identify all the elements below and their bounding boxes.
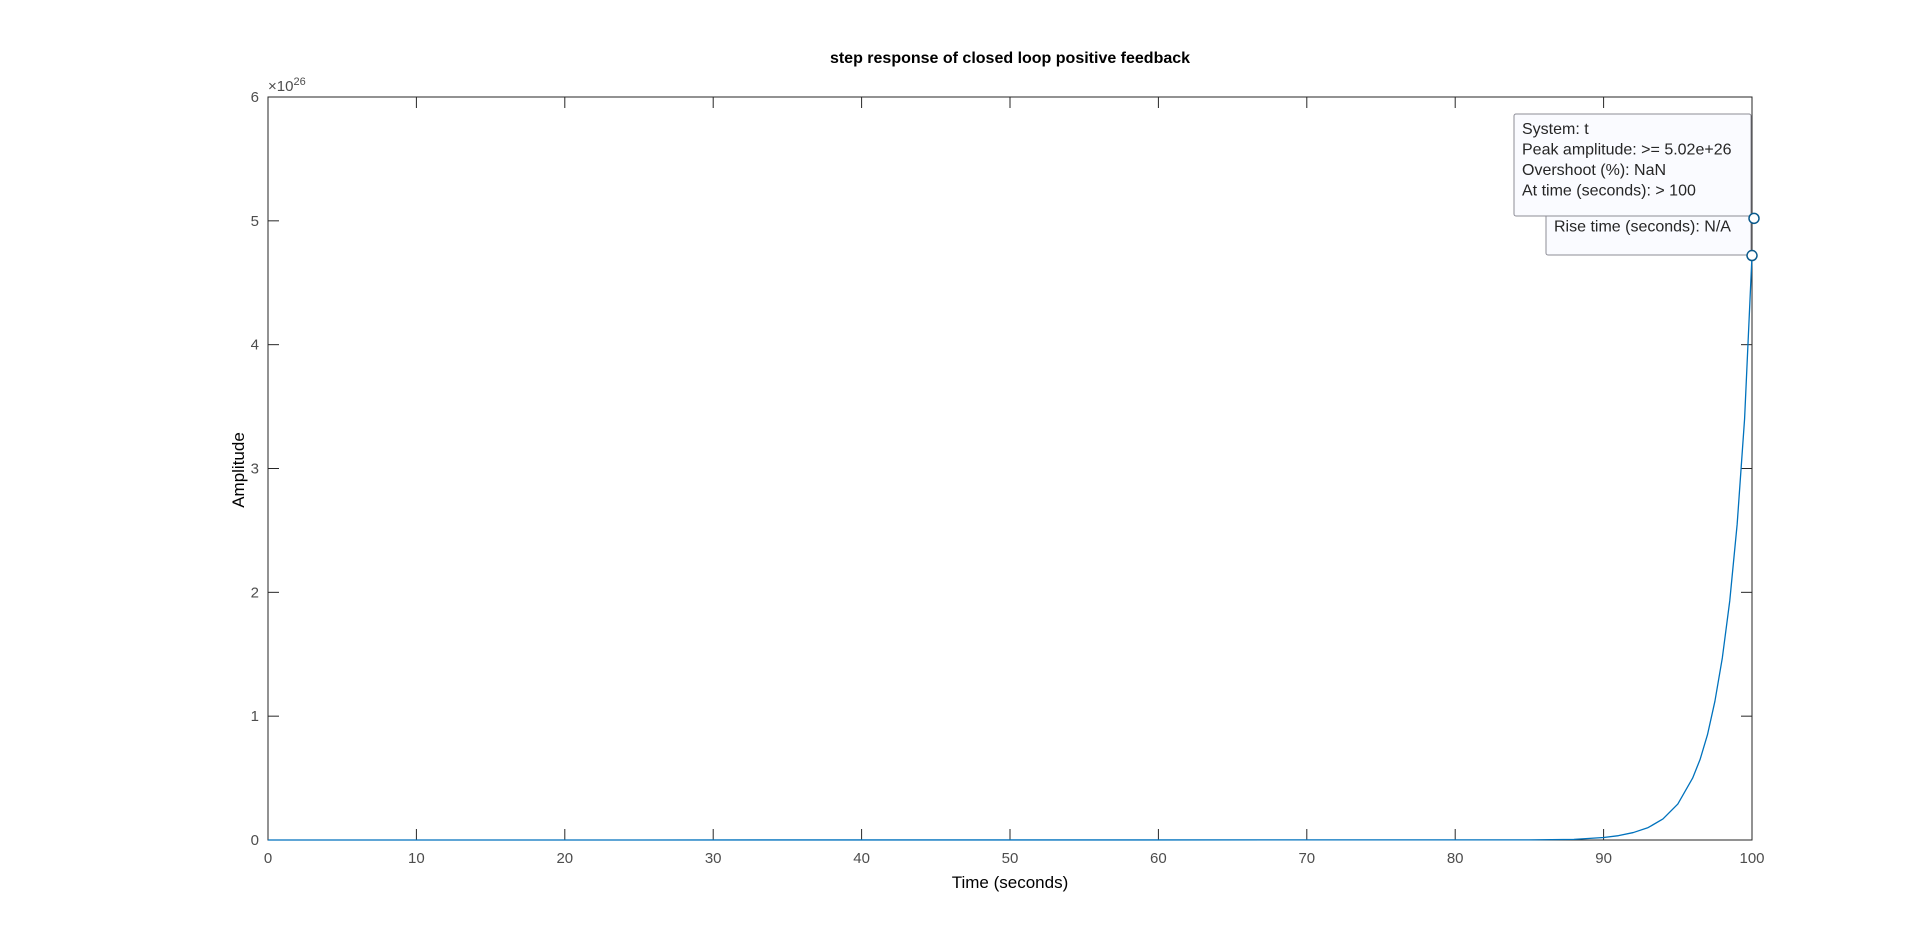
chart-title: step response of closed loop positive fe… xyxy=(830,50,1190,67)
data-tips: System: t Rise time (seconds): N/A System:… xyxy=(1513,113,1752,256)
series-layer xyxy=(267,255,1753,841)
y-tick-label: 1 xyxy=(251,708,259,725)
x-tick-label: 100 xyxy=(1739,850,1764,867)
plot-area xyxy=(268,97,1752,840)
tick-labels: 0 10 20 30 40 50 60 70 80 90 100 0 1 2 3 4 5 6 xyxy=(251,89,1765,867)
y-tick-label: 4 xyxy=(251,337,259,354)
y-tick-label: 6 xyxy=(251,89,259,106)
data-tip-markers xyxy=(1746,212,1760,262)
y-axis-label: Amplitude xyxy=(229,432,248,508)
data-tip-marker[interactable] xyxy=(1746,249,1758,262)
x-tick-label: 20 xyxy=(556,850,573,867)
x-tick-label: 30 xyxy=(705,850,722,867)
y-tick-label: 5 xyxy=(251,213,259,230)
y-tick-label: 2 xyxy=(251,584,259,601)
x-axis-label: Time (seconds) xyxy=(952,873,1069,892)
y-axis-exponent: ×1026 xyxy=(268,76,306,95)
y-axis-exponent-base: ×10 xyxy=(268,78,293,95)
peak-amplitude-tip-line: System: t xyxy=(1522,121,1589,138)
x-tick-label: 40 xyxy=(853,850,870,867)
x-tick-label: 90 xyxy=(1595,850,1612,867)
peak-amplitude-tip-line: At time (seconds): > 100 xyxy=(1522,183,1696,200)
x-tick-label: 0 xyxy=(264,850,272,867)
data-tip-marker[interactable] xyxy=(1748,212,1760,225)
x-tick-label: 80 xyxy=(1447,850,1464,867)
x-tick-label: 10 xyxy=(408,850,425,867)
x-tick-label: 60 xyxy=(1150,850,1167,867)
series-line xyxy=(267,255,1753,841)
x-tick-label: 70 xyxy=(1298,850,1315,867)
axes xyxy=(268,97,1752,840)
peak-amplitude-tip[interactable]: System: t Peak amplitude: >= 5.02e+26 Over… xyxy=(1513,113,1752,217)
y-tick-label: 3 xyxy=(251,461,259,478)
peak-amplitude-tip-box xyxy=(1513,113,1752,217)
x-tick-label: 50 xyxy=(1002,850,1019,867)
peak-amplitude-tip-line: Overshoot (%): NaN xyxy=(1522,162,1666,179)
y-tick-label: 0 xyxy=(251,832,259,849)
peak-amplitude-tip-line: Peak amplitude: >= 5.02e+26 xyxy=(1522,142,1732,159)
rise-time-tip-line: Rise time (seconds): N/A xyxy=(1554,219,1731,236)
y-axis-exponent-power: 26 xyxy=(293,76,305,88)
